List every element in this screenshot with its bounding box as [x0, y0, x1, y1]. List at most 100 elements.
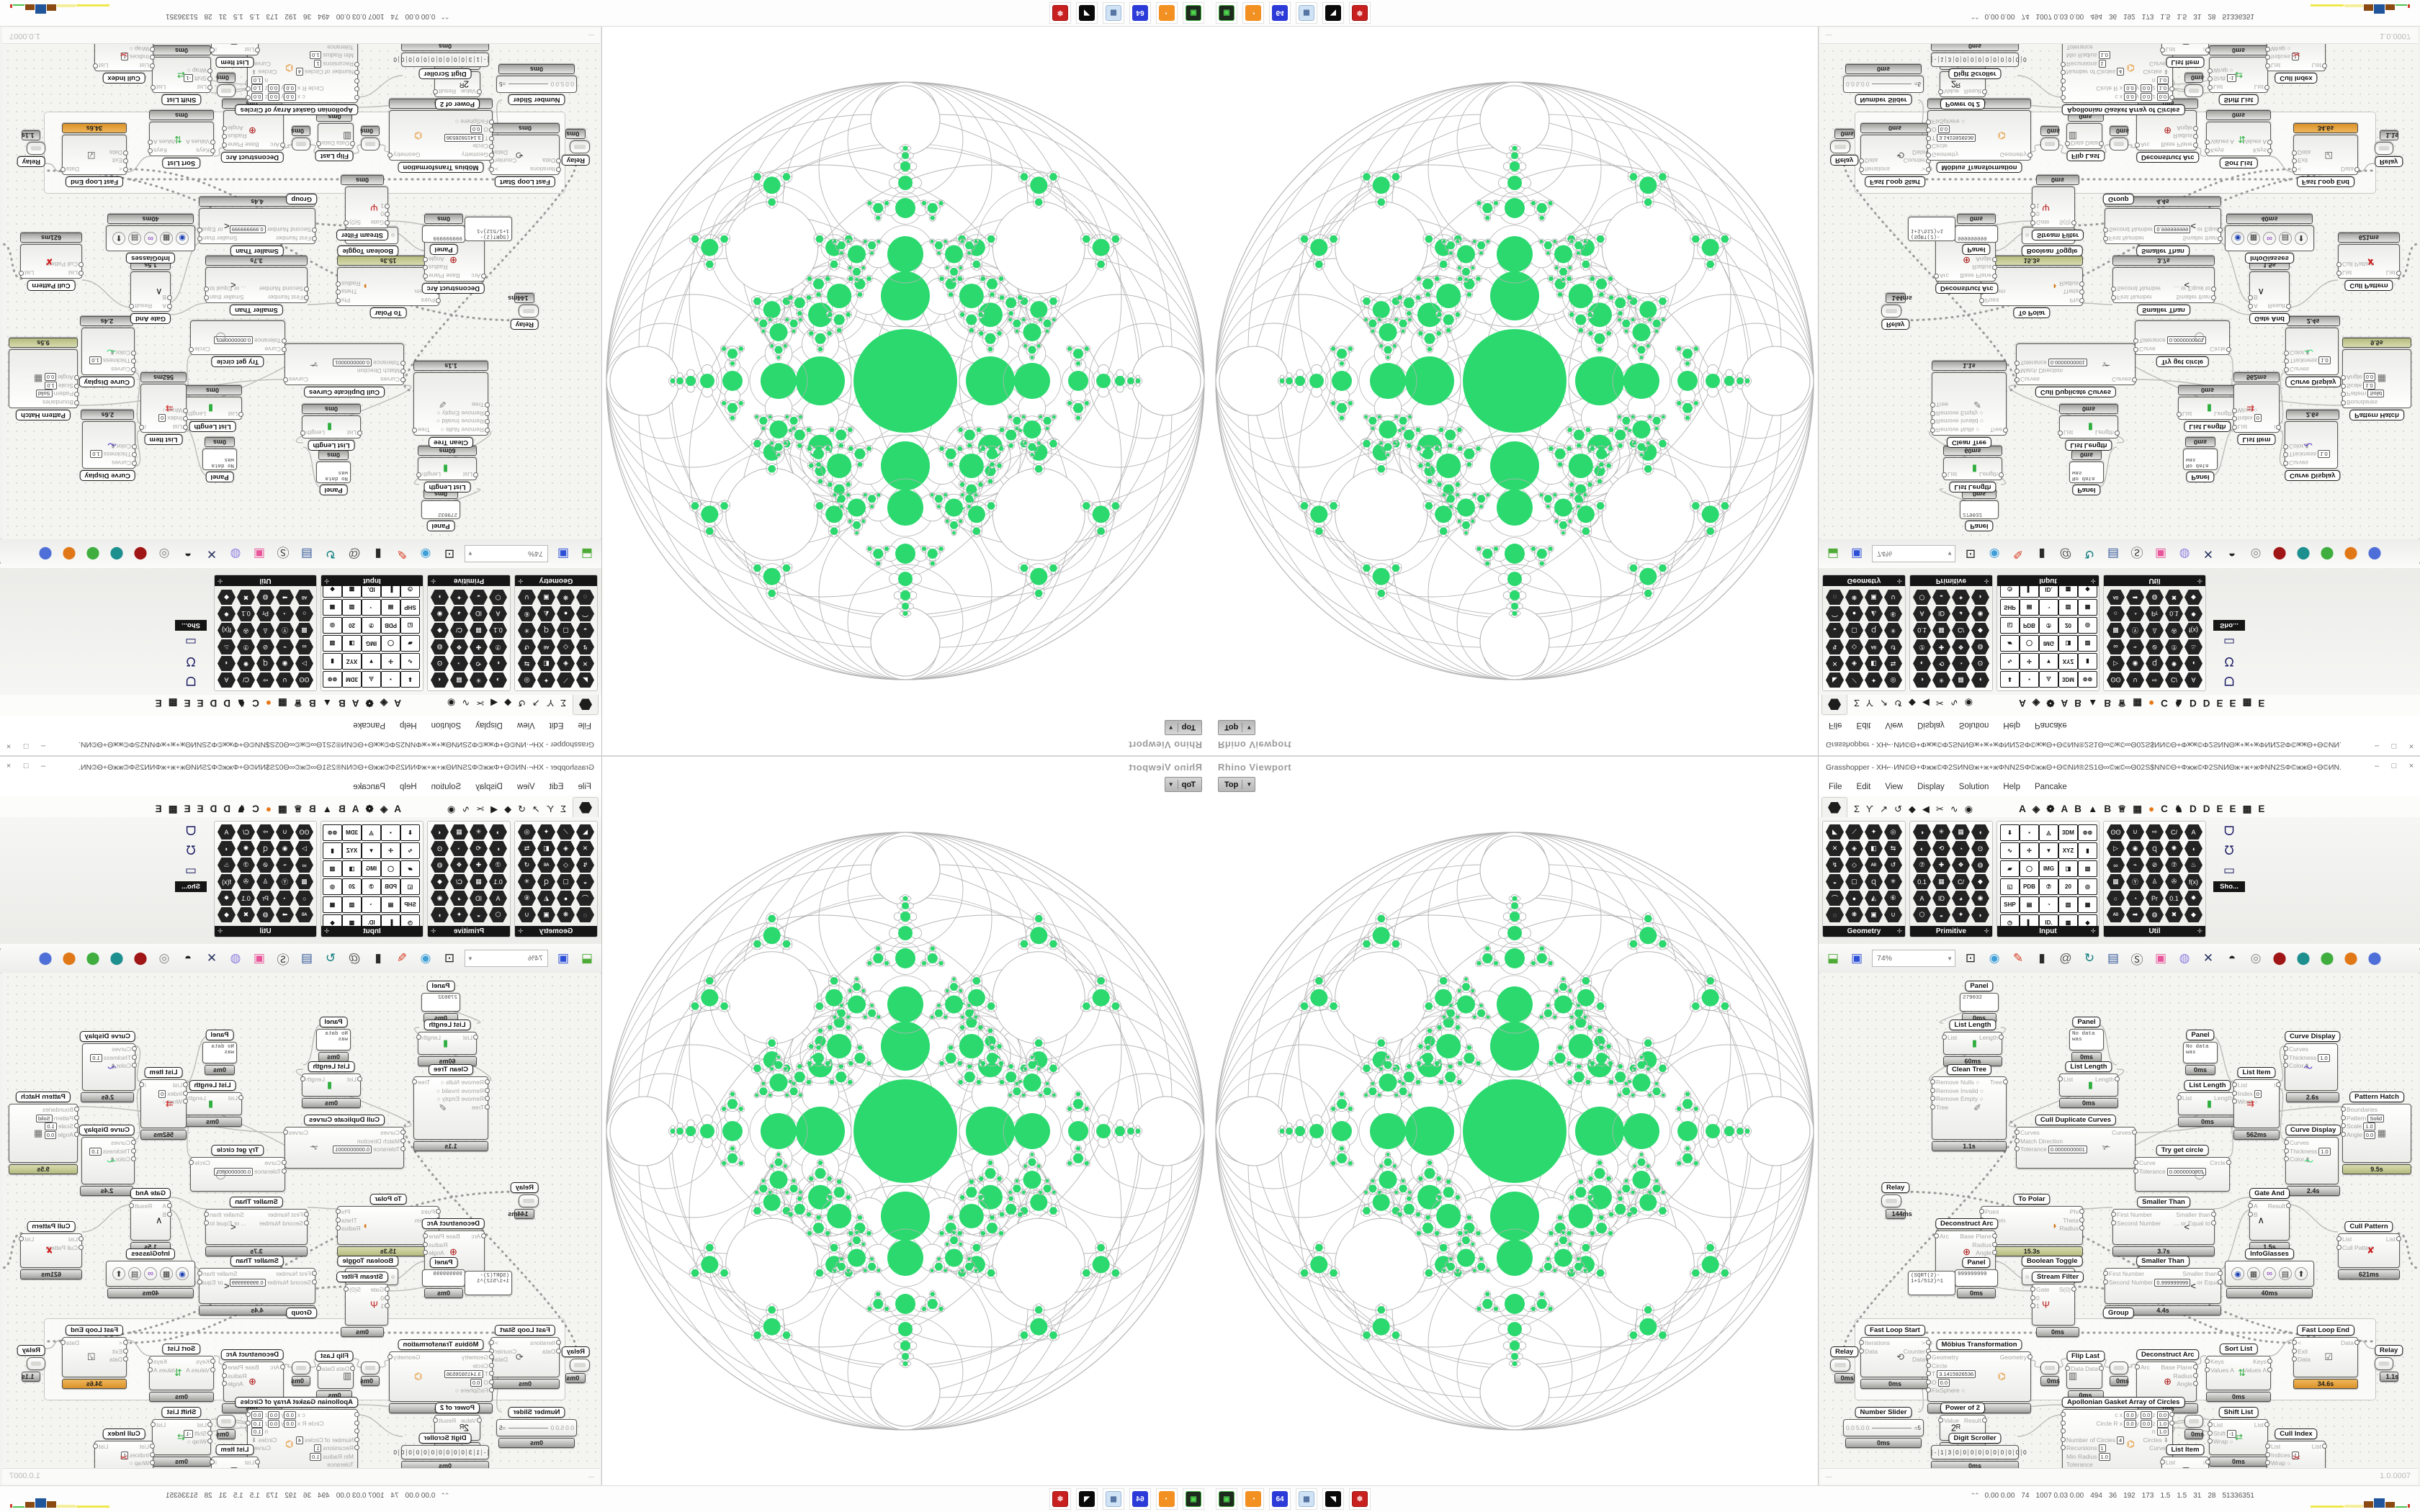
component-icon[interactable]: ◆	[218, 590, 236, 605]
input-pin[interactable]	[150, 1452, 155, 1457]
node-name-capsule[interactable]: Flip Last	[2066, 1351, 2105, 1362]
component-icon[interactable]: ⊚⊚	[323, 671, 342, 688]
rhino-icon[interactable]: ◥	[1076, 2, 1098, 24]
node-name-capsule[interactable]: Deconstruct Arc	[220, 152, 284, 163]
slider-chip[interactable]: 0.0	[565, 81, 574, 88]
output-pin[interactable]	[204, 295, 209, 300]
component-icon[interactable]: ▷	[2107, 841, 2125, 856]
node-name-capsule[interactable]: Clean Tree	[1946, 1064, 1992, 1075]
output-pin[interactable]	[2071, 1287, 2076, 1292]
component-icon[interactable]: ✺	[237, 841, 255, 856]
component-icon[interactable]: ●	[1845, 891, 1863, 906]
close-button[interactable]: ×	[6, 742, 12, 750]
component-icon[interactable]: ♙	[256, 874, 274, 889]
output-pin[interactable]	[2193, 1381, 2198, 1386]
input-pin[interactable]	[2208, 1439, 2213, 1444]
node-body[interactable]: Keys Keys Values A Values A ⇅	[2205, 122, 2272, 156]
value-chip[interactable]: 1.0	[2363, 381, 2375, 390]
component-icon[interactable]: ◔	[1952, 841, 1970, 856]
node-name-capsule[interactable]: Fast Loop Start	[495, 176, 555, 187]
component-icon[interactable]: XYZ	[2058, 842, 2078, 859]
output-pin[interactable]	[1992, 1250, 1997, 1255]
node-body[interactable]: First Number Smaller than Second Number...…	[2111, 267, 2216, 303]
close-button[interactable]: ×	[2408, 762, 2414, 770]
firefox-icon[interactable]: ◔	[1242, 1488, 1264, 1510]
node-name-capsule[interactable]: Panel	[1965, 521, 1994, 531]
input-pin[interactable]	[2015, 1146, 2020, 1151]
component-icon[interactable]: ⇨	[256, 824, 274, 840]
node-name-capsule[interactable]: Fast Loop Start	[495, 1325, 555, 1336]
component-icon[interactable]: Pr	[2146, 891, 2164, 906]
plugin-tab[interactable]: E	[2216, 804, 2223, 814]
output-pin[interactable]	[2396, 271, 2401, 276]
component-icon[interactable]: PDB	[381, 878, 400, 895]
component-icon[interactable]: ∪	[1884, 907, 1902, 922]
node-body[interactable]: List List Indices 1 Wrap ○ ✂	[2265, 44, 2327, 71]
output-pin[interactable]	[2193, 1372, 2198, 1378]
value-chip[interactable]: 0.0	[2124, 84, 2136, 93]
output-pin[interactable]	[2027, 153, 2033, 158]
input-pin[interactable]	[354, 62, 359, 67]
ribbon-group-label[interactable]: Util ✛	[215, 575, 316, 586]
component-icon[interactable]: ✸	[218, 891, 236, 906]
component-icon[interactable]: ↯	[1826, 858, 1844, 873]
node-name-capsule[interactable]: Digit Scroller	[418, 1433, 472, 1444]
slider-chip[interactable]: 0.0	[1846, 1424, 1855, 1431]
digit-cell[interactable]: 3	[1945, 1449, 1953, 1456]
component-icon[interactable]: ◗	[1971, 907, 1989, 922]
input-pin[interactable]	[2284, 1156, 2289, 1161]
input-pin[interactable]	[2292, 1340, 2297, 1345]
output-pin[interactable]	[2079, 289, 2084, 295]
toggle-knob[interactable]: ○	[2025, 232, 2030, 239]
definition-canvas[interactable]: Panel 279032 0ms List Length List Length ▮ 60ms…	[1820, 973, 2418, 1468]
component-icon[interactable]: ✕	[1826, 841, 1844, 856]
plugin-tab[interactable]: ♕	[293, 698, 302, 708]
node-body[interactable]	[570, 1359, 590, 1372]
node-body[interactable]: 0.0 5.0 0 ○5	[1843, 1419, 1924, 1436]
component-icon[interactable]: ▮	[323, 653, 342, 670]
cluster-circles-icon[interactable]: ◓	[184, 547, 192, 561]
tab-params-selected[interactable]	[573, 797, 599, 817]
input-pin[interactable]	[74, 1123, 79, 1128]
value-chip[interactable]: 0.0000000001	[333, 358, 372, 366]
node-body[interactable]	[1881, 305, 1901, 318]
digit-cell[interactable]: 0	[1975, 56, 1984, 63]
input-pin[interactable]	[207, 85, 212, 90]
ellipsoid-green-icon[interactable]: ⬤	[86, 547, 100, 561]
component-icon[interactable]: ✚	[470, 639, 488, 654]
input-pin[interactable]	[1942, 472, 1947, 477]
output-pin[interactable]	[2115, 431, 2120, 436]
ribbon-group-label[interactable]: Geometry ✛	[1823, 575, 1905, 586]
component-icon[interactable]: ◒	[576, 874, 594, 889]
output-pin[interactable]	[412, 1079, 417, 1084]
output-pin[interactable]	[2027, 1354, 2033, 1359]
node-body[interactable]: First Number Smaller than Second Number...…	[204, 267, 309, 303]
component-icon[interactable]: ◑	[1913, 672, 1931, 688]
output-pin[interactable]	[2211, 1220, 2216, 1225]
plugin-tab[interactable]: E	[197, 804, 204, 814]
input-pin[interactable]	[556, 1340, 561, 1345]
node-name-capsule[interactable]: Pattern Hatch	[16, 410, 71, 420]
node-name-capsule[interactable]: Panel	[2186, 1030, 2215, 1040]
input-pin[interactable]	[2232, 1090, 2237, 1096]
node-name-capsule[interactable]: Stream Filter	[336, 1272, 389, 1282]
plugin-tab[interactable]: D	[2190, 804, 2197, 814]
input-pin[interactable]	[556, 1348, 561, 1354]
input-pin[interactable]	[2111, 295, 2116, 300]
node-name-capsule[interactable]: Shift List	[161, 1407, 202, 1418]
digit-cell[interactable]: -	[482, 1449, 488, 1456]
component-icon[interactable]: ✖	[2165, 590, 2183, 605]
window-page-icon[interactable]: ▤	[2107, 951, 2120, 965]
input-pin[interactable]	[2284, 1148, 2289, 1153]
node-body[interactable]	[2184, 84, 2203, 97]
component-icon[interactable]: ◑	[1913, 824, 1931, 840]
node-name-capsule[interactable]: Panel	[1965, 981, 1994, 991]
input-pin[interactable]	[1859, 167, 1864, 172]
node-body[interactable]: List List Shift -1 Wrap ○ ⇄	[151, 57, 212, 93]
component-icon[interactable]: ◉	[2126, 841, 2144, 856]
wire-shuffle-icon[interactable]: ✕	[206, 951, 218, 965]
input-pin[interactable]	[2208, 1430, 2213, 1436]
input-pin[interactable]	[489, 1362, 494, 1368]
component-icon[interactable]: SHP	[400, 896, 420, 913]
